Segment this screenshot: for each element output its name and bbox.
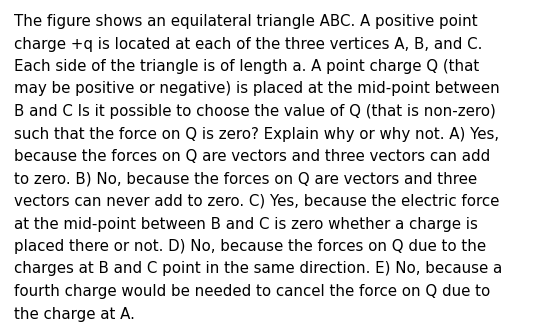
- Text: such that the force on Q is zero? Explain why or why not. A) Yes,: such that the force on Q is zero? Explai…: [14, 127, 499, 141]
- Text: charge +q is located at each of the three vertices A, B, and C.: charge +q is located at each of the thre…: [14, 37, 482, 52]
- Text: placed there or not. D) No, because the forces on Q due to the: placed there or not. D) No, because the …: [14, 239, 486, 254]
- Text: the charge at A.: the charge at A.: [14, 307, 135, 322]
- Text: to zero. B) No, because the forces on Q are vectors and three: to zero. B) No, because the forces on Q …: [14, 172, 477, 187]
- Text: because the forces on Q are vectors and three vectors can add: because the forces on Q are vectors and …: [14, 149, 490, 164]
- Text: Each side of the triangle is of length a. A point charge Q (that: Each side of the triangle is of length a…: [14, 59, 479, 74]
- Text: vectors can never add to zero. C) Yes, because the electric force: vectors can never add to zero. C) Yes, b…: [14, 194, 499, 209]
- Text: at the mid-point between B and C is zero whether a charge is: at the mid-point between B and C is zero…: [14, 216, 478, 231]
- Text: may be positive or negative) is placed at the mid-point between: may be positive or negative) is placed a…: [14, 81, 500, 96]
- Text: The figure shows an equilateral triangle ABC. A positive point: The figure shows an equilateral triangle…: [14, 14, 478, 29]
- Text: fourth charge would be needed to cancel the force on Q due to: fourth charge would be needed to cancel …: [14, 284, 490, 299]
- Text: charges at B and C point in the same direction. E) No, because a: charges at B and C point in the same dir…: [14, 262, 502, 276]
- Text: B and C Is it possible to choose the value of Q (that is non-zero): B and C Is it possible to choose the val…: [14, 104, 496, 119]
